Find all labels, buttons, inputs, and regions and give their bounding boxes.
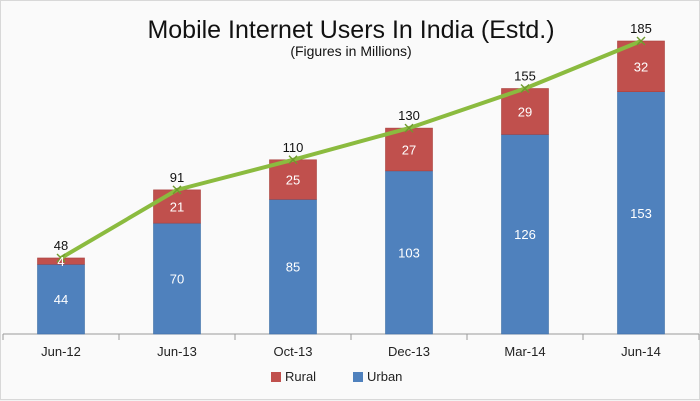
chart-subtitle: (Figures in Millions)	[290, 43, 411, 59]
rural-value-label: 25	[286, 173, 300, 188]
urban-value-label: 44	[54, 292, 68, 307]
chart-title: Mobile Internet Users In India (Estd.)	[147, 16, 554, 44]
rural-value-label: 32	[634, 59, 648, 74]
urban-value-label: 85	[286, 260, 300, 275]
total-line-marker	[404, 123, 414, 133]
bars	[37, 40, 665, 335]
x-tick-label: Jun-14	[621, 344, 661, 359]
total-value-label: 130	[398, 108, 420, 123]
total-value-label: 110	[283, 140, 304, 155]
data-labels: Jun-12444Jun-137021Oct-138525Dec-1310327…	[41, 21, 661, 359]
bar-urban	[269, 199, 317, 335]
bar-rural	[153, 189, 201, 224]
x-tick-label: Dec-13	[388, 344, 430, 359]
total-value-label: 91	[170, 170, 184, 185]
total-line-path	[59, 39, 642, 260]
x-tick-label: Mar-14	[504, 344, 545, 359]
legend-swatch	[353, 372, 363, 382]
rural-value-label: 4	[57, 254, 64, 269]
x-tick-label: Jun-12	[41, 344, 81, 359]
legend: Rural Urban	[271, 369, 402, 384]
legend-item-urban: Urban	[353, 369, 402, 384]
rural-value-label: 27	[402, 142, 416, 157]
rural-value-label: 29	[518, 104, 532, 119]
total-line-marker	[520, 84, 530, 94]
bar-rural	[385, 127, 433, 172]
bar-urban	[153, 222, 201, 335]
bar-urban	[385, 170, 433, 335]
legend-swatch	[271, 372, 281, 382]
urban-value-label: 126	[514, 227, 536, 242]
urban-value-label: 103	[398, 245, 420, 260]
legend-item-rural: Rural	[271, 369, 316, 384]
x-tick-label: Jun-13	[157, 344, 197, 359]
total-value-label: 155	[514, 69, 536, 84]
total-line-marker	[56, 253, 66, 263]
bar-rural	[501, 88, 549, 135]
urban-value-label: 70	[170, 272, 184, 287]
bar-urban	[617, 91, 665, 335]
urban-value-label: 153	[630, 206, 652, 221]
bar-urban	[501, 134, 549, 335]
rural-value-label: 21	[170, 200, 184, 215]
total-line-marker	[172, 185, 182, 195]
total-value-label: 48	[54, 238, 68, 253]
x-tick-label: Oct-13	[273, 344, 312, 359]
total-line-marker	[636, 36, 646, 46]
axes	[2, 333, 700, 340]
bar-urban	[37, 264, 85, 335]
bar-rural	[269, 159, 317, 200]
legend-label: Urban	[367, 369, 402, 384]
legend-label: Rural	[285, 369, 316, 384]
total-line-marker	[288, 155, 298, 165]
total-value-label: 185	[630, 21, 652, 36]
total-line	[56, 36, 646, 263]
